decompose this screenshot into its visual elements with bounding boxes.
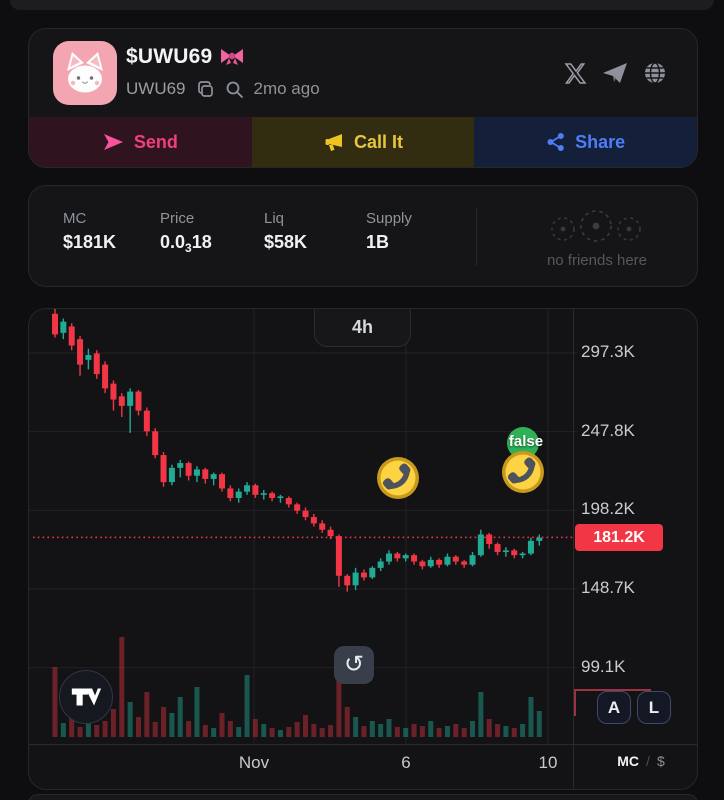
call-marker-icon[interactable] [501,450,545,494]
stat-label: Supply [366,210,412,227]
unit-divider: / [646,753,650,769]
token-header-card: $UWU69 UWU69 [28,28,698,168]
y-axis-label: 99.1K [581,657,626,676]
call-marker-icon[interactable] [376,456,420,500]
timeframe-tab[interactable]: 4h [314,309,411,347]
stat-label: Liq [264,210,285,227]
friends-avatar-placeholders [551,210,641,242]
search-icon[interactable] [225,80,244,99]
stat-value: $58K [264,232,308,252]
unit-toggle[interactable]: MC / $ [589,753,693,769]
action-button-row: Send Call It [29,117,697,167]
share-label: Share [575,131,626,152]
send-arrow-icon [103,133,124,151]
token-title: $UWU69 [126,45,213,68]
call-it-label: Call It [354,131,404,152]
log-scale-button[interactable]: L [637,691,671,724]
time-axis-line [29,744,697,745]
token-stats-card: MC $181K Price 0.0318 Liq $58K Supply 1B [28,185,698,287]
stat-value: $181K [63,232,117,252]
stat-value: 1B [366,232,390,252]
copy-icon[interactable] [196,80,215,99]
globe-icon[interactable] [643,61,667,85]
previous-card-edge [10,0,714,10]
stat-label: MC [63,210,87,227]
call-status-label: false [508,433,544,450]
chart-card: 4h 297.3K 247.8K 198.2K 148.7K 99.1K 181… [28,308,698,790]
token-title-row: $UWU69 [126,45,244,69]
x-axis-label: Nov [238,753,270,772]
y-axis-label: 198.2K [581,499,635,518]
token-avatar [53,41,117,105]
refresh-icon: ↺ [343,651,365,678]
bow-emoji-icon [220,48,244,66]
cat-avatar-image [53,41,117,105]
candlestick-chart[interactable] [29,309,698,790]
social-links [564,61,667,85]
call-it-button[interactable]: Call It [251,117,475,167]
token-sub-row: UWU69 2mo ago [126,79,320,99]
y-axis-label: 148.7K [581,578,635,597]
price-scale-divider [573,309,574,789]
y-axis-label: 297.3K [581,342,635,361]
tradingview-logo[interactable] [59,670,113,724]
stat-label: Price [160,210,195,227]
send-button[interactable]: Send [29,117,252,167]
share-nodes-icon [546,132,565,152]
current-price-badge: 181.2K [575,524,663,551]
token-symbol: UWU69 [126,79,186,98]
stats-divider [476,208,477,266]
telegram-icon[interactable] [602,61,628,85]
unit-usd-label: $ [656,753,665,769]
x-axis-label: 6 [401,753,411,772]
share-button[interactable]: Share [474,117,697,167]
scale-bracket-line [574,689,651,691]
next-card-edge [28,794,698,800]
friends-section: no friends here [507,196,687,278]
stat-value: 0.0318 [160,232,212,255]
x-twitter-icon[interactable] [564,62,587,85]
no-friends-text: no friends here [546,252,648,269]
x-axis-label: 10 [538,753,558,772]
y-axis-label: 247.8K [581,421,635,440]
megaphone-icon [323,133,344,152]
scale-bracket-line [574,689,576,716]
unit-mc-label: MC [617,753,640,769]
token-age: 2mo ago [253,79,320,98]
refresh-chart-button[interactable]: ↺ [334,646,374,684]
auto-scale-button[interactable]: A [597,691,631,724]
send-label: Send [133,131,178,152]
